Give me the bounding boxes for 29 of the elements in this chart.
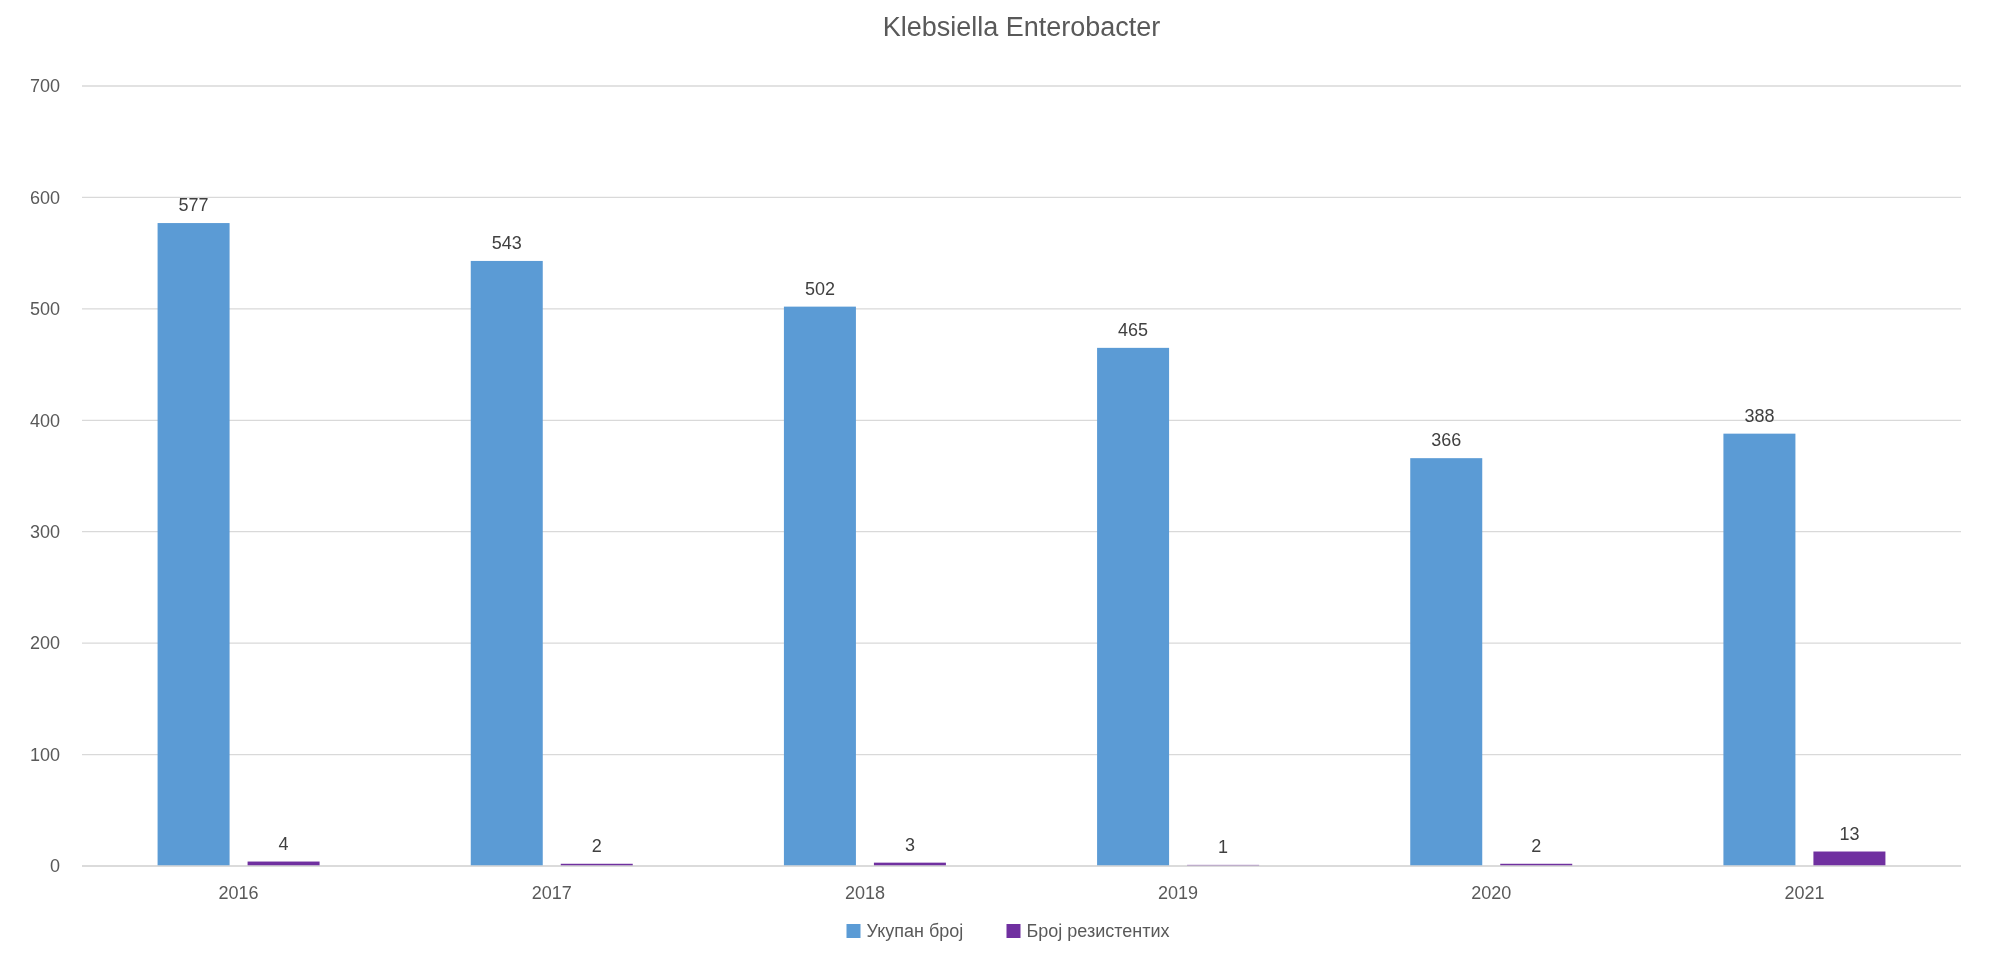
legend-label: Укупан број bbox=[866, 921, 964, 942]
x-tick-label: 2020 bbox=[1471, 883, 1512, 903]
legend-label: Број резистентих bbox=[1026, 921, 1170, 942]
data-label: 543 bbox=[491, 232, 522, 253]
data-label: 1 bbox=[1218, 836, 1229, 857]
y-tick-label: 400 bbox=[29, 410, 60, 431]
data-label: 502 bbox=[804, 278, 835, 299]
x-tick-label: 2019 bbox=[1158, 883, 1199, 903]
data-label: 3 bbox=[904, 834, 915, 855]
x-tick-label: 2016 bbox=[218, 883, 259, 903]
data-label: 465 bbox=[1118, 319, 1149, 340]
y-tick-label: 500 bbox=[29, 299, 60, 320]
data-label: 577 bbox=[178, 195, 209, 216]
data-label: 388 bbox=[1744, 405, 1775, 426]
x-tick-label: 2018 bbox=[844, 883, 885, 903]
y-tick-label: 600 bbox=[29, 187, 60, 208]
x-tick-label: 2021 bbox=[1784, 883, 1825, 903]
y-tick-label: 300 bbox=[29, 522, 60, 543]
x-tick-label: 2017 bbox=[531, 883, 572, 903]
data-label: 366 bbox=[1431, 430, 1462, 451]
data-label: 4 bbox=[278, 833, 289, 854]
chart-title: Klebsiella Enterobacter bbox=[882, 12, 1161, 42]
y-tick-label: 200 bbox=[29, 633, 60, 654]
data-label: 2 bbox=[591, 835, 602, 856]
data-label: 13 bbox=[1839, 823, 1860, 844]
y-tick-label: 100 bbox=[29, 744, 60, 765]
y-tick-label: 0 bbox=[49, 856, 60, 877]
data-label: 2 bbox=[1531, 835, 1542, 856]
y-tick-label: 700 bbox=[29, 76, 60, 97]
